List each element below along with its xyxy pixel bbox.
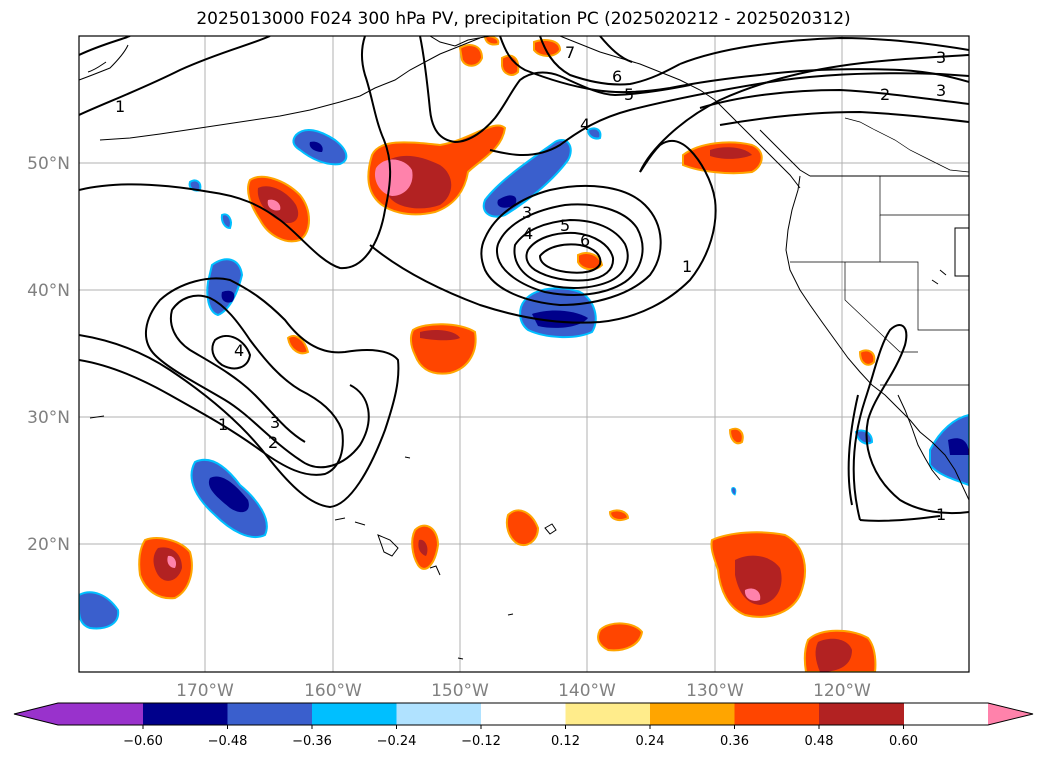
contour-label: 7 [565, 43, 575, 62]
lat-label-40n: 40°N [27, 281, 70, 301]
colorbar-segment [227, 703, 313, 725]
colorbar-segments [143, 703, 904, 725]
lat-label-50n: 50°N [27, 154, 70, 174]
precip-blob [858, 349, 876, 366]
precip-blob [533, 39, 562, 57]
contour-label: 4 [234, 341, 244, 360]
precip-blob [710, 147, 752, 159]
precip-blob [221, 290, 235, 303]
precip-blob [815, 638, 852, 672]
contour-label: 3 [522, 203, 532, 222]
lon-label-130w: 130°W [686, 681, 744, 701]
contour-label: 6 [612, 67, 622, 86]
precip-blob [948, 438, 969, 455]
colorbar-segment [734, 703, 820, 725]
lat-label-20n: 20°N [27, 535, 70, 555]
lon-label-120w: 120°W [813, 681, 871, 701]
colorbar-ticks: −0.60 −0.48 −0.36 −0.24 −0.12 0.12 0.24 0.36 0.4… [123, 725, 918, 749]
precip-blob [420, 330, 460, 341]
map-title: 2025013000 F024 300 hPa PV, precipitatio… [196, 9, 851, 29]
contour-label: 2 [880, 85, 890, 104]
precip-blob [286, 334, 310, 355]
precip-blob [608, 509, 630, 521]
precip-blob [309, 141, 323, 152]
precip-blob [167, 555, 177, 568]
precip-blob [501, 54, 520, 76]
colorbar-extend-high [988, 703, 1033, 725]
contour-label: 4 [523, 224, 533, 243]
contour-label: 5 [560, 216, 570, 235]
contour-label: 2 [268, 433, 278, 452]
precip-blob [744, 588, 761, 601]
colorbar-segment [481, 703, 566, 725]
lon-label-170w: 170°W [176, 681, 234, 701]
longitude-labels: 170°W 160°W 150°W 140°W 130°W 120°W [176, 681, 871, 701]
colorbar-extend-low-fill [57, 703, 144, 725]
precip-blob [267, 199, 281, 211]
colorbar-segment [819, 703, 904, 725]
precip-blob [220, 213, 232, 230]
political-borders [790, 117, 969, 386]
colorbar-tick-label: −0.24 [377, 734, 417, 749]
colorbar-tick-label: 0.24 [636, 734, 665, 749]
colorbar: −0.60 −0.48 −0.36 −0.24 −0.12 0.12 0.24 0.36 0.4… [13, 702, 1034, 749]
precip-blob [505, 509, 540, 546]
contour-label: 1 [682, 257, 692, 276]
colorbar-tick-label: 0.60 [889, 734, 918, 749]
precip-blob [586, 127, 602, 140]
colorbar-tick-label: 0.36 [720, 734, 749, 749]
coastlines [79, 36, 969, 660]
precip-blob [208, 476, 249, 513]
precip-blob [731, 487, 737, 496]
precip-blob [532, 310, 588, 328]
precip-blob [483, 36, 500, 46]
colorbar-tick-label: −0.48 [208, 734, 248, 749]
contour-label: 6 [580, 231, 590, 250]
precip-blob [79, 591, 120, 630]
colorbar-tick-label: −0.36 [292, 734, 332, 749]
pv-contours [79, 36, 969, 522]
precip-blob [497, 195, 517, 208]
colorbar-extend-low [14, 703, 58, 725]
latitude-labels: 50°N 40°N 30°N 20°N [27, 154, 70, 555]
colorbar-segment [565, 703, 651, 725]
contour-labels: 1 1 2 3 4 3 4 5 6 1 4 5 6 7 2 3 3 1 [115, 43, 946, 524]
precip-blob [418, 539, 428, 556]
precip-blob [577, 252, 604, 271]
contour-label: 5 [624, 85, 634, 104]
contour-label: 4 [580, 115, 590, 134]
contour-label: 3 [270, 413, 280, 432]
colorbar-tick-label: −0.60 [123, 734, 163, 749]
colorbar-outline [13, 702, 1034, 726]
lon-label-160w: 160°W [304, 681, 362, 701]
colorbar-segment [312, 703, 397, 725]
contour-label: 3 [936, 81, 946, 100]
colorbar-segment [650, 703, 735, 725]
precip-blob [854, 429, 874, 445]
colorbar-segment [396, 703, 482, 725]
contour-label: 1 [218, 415, 228, 434]
map-frame [78, 35, 970, 673]
precip-blob [153, 547, 182, 581]
precip-blob [458, 44, 484, 67]
lat-label-30n: 30°N [27, 408, 70, 428]
colorbar-segment [143, 703, 228, 725]
lon-label-140w: 140°W [558, 681, 616, 701]
precip-blob [597, 622, 644, 652]
colorbar-tick-label: 0.48 [805, 734, 834, 749]
contour-label: 3 [936, 48, 946, 67]
map-plot-area: 1 1 2 3 4 3 4 5 6 1 4 5 6 7 2 3 3 1 [79, 36, 969, 672]
contour-label: 1 [936, 505, 946, 524]
contour-label: 1 [115, 97, 125, 116]
lon-label-150w: 150°W [431, 681, 489, 701]
precip-blob [728, 427, 744, 445]
precip-blob [206, 258, 244, 317]
colorbar-tick-label: 0.12 [551, 734, 580, 749]
colorbar-tick-label: −0.12 [461, 734, 501, 749]
precip-blob [374, 159, 413, 196]
